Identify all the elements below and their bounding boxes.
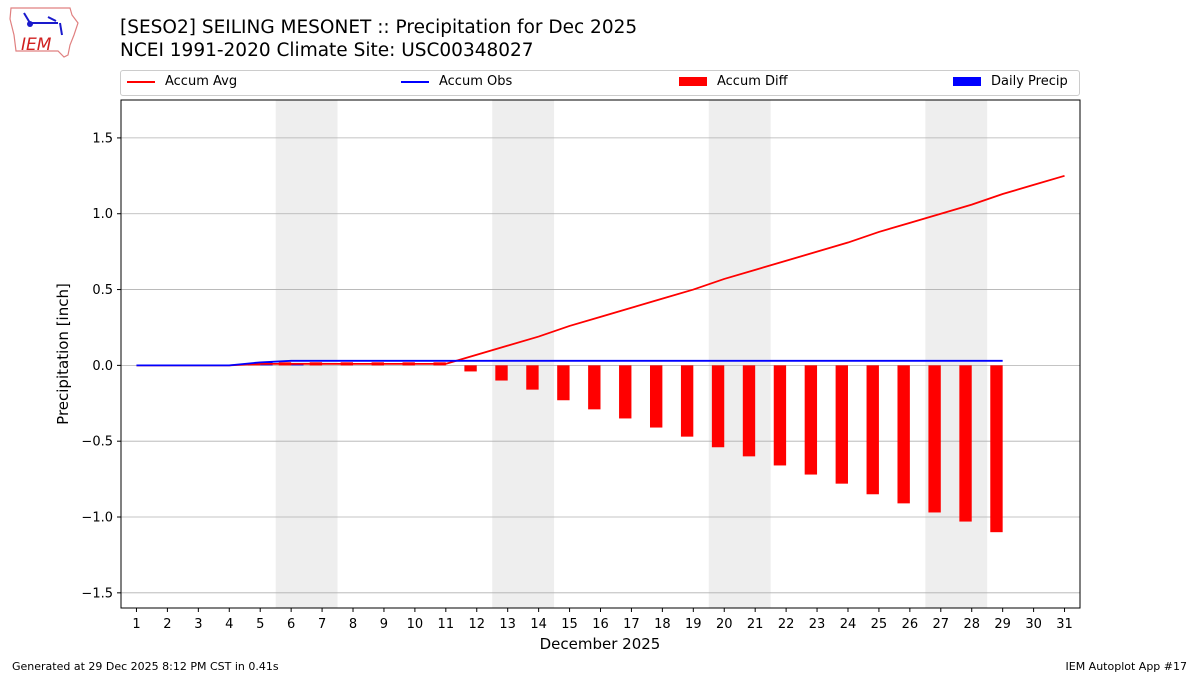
weekend-shade [708, 100, 771, 608]
accum-diff-bar [371, 362, 384, 366]
accum-diff-bar [866, 365, 879, 495]
legend-label: Accum Obs [439, 74, 513, 89]
accum-diff-bar [340, 362, 354, 366]
x-tick-label: 7 [318, 617, 326, 632]
accum-diff-bar [649, 365, 663, 428]
accum-diff-bar [495, 365, 508, 381]
accum-diff-bar [402, 362, 415, 366]
x-tick-label: 12 [468, 617, 485, 632]
logo-text: IEM [21, 35, 52, 55]
accum-diff-bar [959, 365, 972, 522]
y-tick-label: 1.0 [92, 207, 113, 222]
x-tick-label: 28 [963, 617, 980, 632]
accum-diff-bar [897, 365, 910, 504]
x-tick-label: 22 [778, 617, 795, 632]
x-tick-label: 20 [716, 617, 733, 632]
x-tick-label: 6 [287, 617, 295, 632]
accum-avg-line [136, 174, 1065, 367]
accum-diff-bar [680, 365, 694, 437]
weekend-shade [492, 100, 555, 608]
x-tick-label: 5 [256, 617, 264, 632]
legend-swatch [401, 80, 429, 83]
weekend-shade [925, 100, 988, 608]
accum-diff-bar [433, 362, 446, 366]
x-axis-label: December 2025 [540, 635, 661, 653]
accum-diff-bar [526, 365, 539, 390]
x-tick-label: 4 [225, 617, 233, 632]
legend-label: Accum Avg [165, 74, 238, 89]
x-tick-label: 23 [809, 617, 826, 632]
y-tick-label: 0.5 [92, 283, 113, 298]
legend-label: Accum Diff [717, 74, 788, 89]
chart-title: [SESO2] SEILING MESONET :: Precipitation… [120, 17, 638, 38]
x-tick-label: 15 [561, 617, 578, 632]
accum-diff-bar [804, 365, 818, 475]
x-tick-label: 2 [163, 617, 171, 632]
x-tick-label: 21 [747, 617, 764, 632]
x-tick-label: 29 [994, 617, 1011, 632]
footer-app: IEM Autoplot App #17 [1065, 660, 1188, 673]
legend-swatch [679, 77, 707, 86]
accum-diff-bar [557, 365, 570, 401]
legend: Accum Avg Accum Obs Accum Diff Daily Pre… [120, 70, 1080, 96]
chart-subtitle: NCEI 1991-2020 Climate Site: USC00348027 [120, 40, 534, 61]
accum-diff-bar [247, 363, 261, 366]
y-tick-label: −1.5 [81, 586, 113, 601]
accum-diff-bar [990, 365, 1003, 533]
y-axis-label: Precipitation [inch] [54, 283, 72, 425]
accum-diff-bar [464, 365, 477, 372]
x-tick-label: 18 [654, 617, 671, 632]
x-tick-label: 17 [623, 617, 640, 632]
legend-swatch [127, 80, 155, 83]
x-tick-label: 19 [685, 617, 702, 632]
x-tick-label: 3 [194, 617, 202, 632]
legend-accum-avg: Accum Avg [127, 74, 237, 89]
x-tick-label: 8 [349, 617, 357, 632]
daily-precip-bar [291, 363, 304, 366]
accum-diff-bar [835, 365, 848, 484]
legend-daily-precip: Daily Precip [953, 74, 1068, 89]
daily-precip-bar [260, 362, 273, 366]
legend-accum-obs: Accum Obs [401, 74, 512, 89]
x-tick-label: 27 [933, 617, 950, 632]
y-tick-label: 0.0 [92, 359, 113, 374]
y-tick-label: −0.5 [81, 435, 113, 450]
y-tick-label: 1.5 [92, 131, 113, 146]
x-tick-label: 31 [1056, 617, 1073, 632]
accum-obs-line [136, 359, 1003, 367]
y-tick-label: −1.0 [81, 511, 113, 526]
plot-frame [120, 99, 1081, 609]
x-tick-label: 26 [902, 617, 919, 632]
accum-diff-bar [278, 362, 292, 366]
legend-swatch [953, 77, 981, 86]
accum-diff-bar [773, 365, 787, 466]
x-tick-label: 10 [407, 617, 424, 632]
x-tick-label: 9 [380, 617, 388, 632]
iem-logo: IEM [8, 5, 80, 63]
x-tick-label: 25 [871, 617, 888, 632]
weekend-shade [275, 100, 338, 608]
accum-diff-bar [928, 365, 941, 513]
x-tick-label: 24 [840, 617, 857, 632]
legend-label: Daily Precip [991, 74, 1068, 89]
x-tick-label: 11 [438, 617, 455, 632]
accum-diff-bar [619, 365, 632, 419]
accum-diff-bar [742, 365, 756, 457]
x-tick-label: 14 [530, 617, 547, 632]
accum-diff-bar [711, 365, 725, 448]
legend-accum-diff: Accum Diff [679, 74, 788, 89]
accum-diff-bar [588, 365, 601, 410]
x-tick-label: 30 [1025, 617, 1042, 632]
accum-diff-bar [309, 362, 323, 366]
x-tick-label: 13 [499, 617, 516, 632]
x-tick-label: 1 [132, 617, 140, 632]
footer-generated: Generated at 29 Dec 2025 8:12 PM CST in … [12, 660, 279, 673]
x-tick-label: 16 [592, 617, 609, 632]
